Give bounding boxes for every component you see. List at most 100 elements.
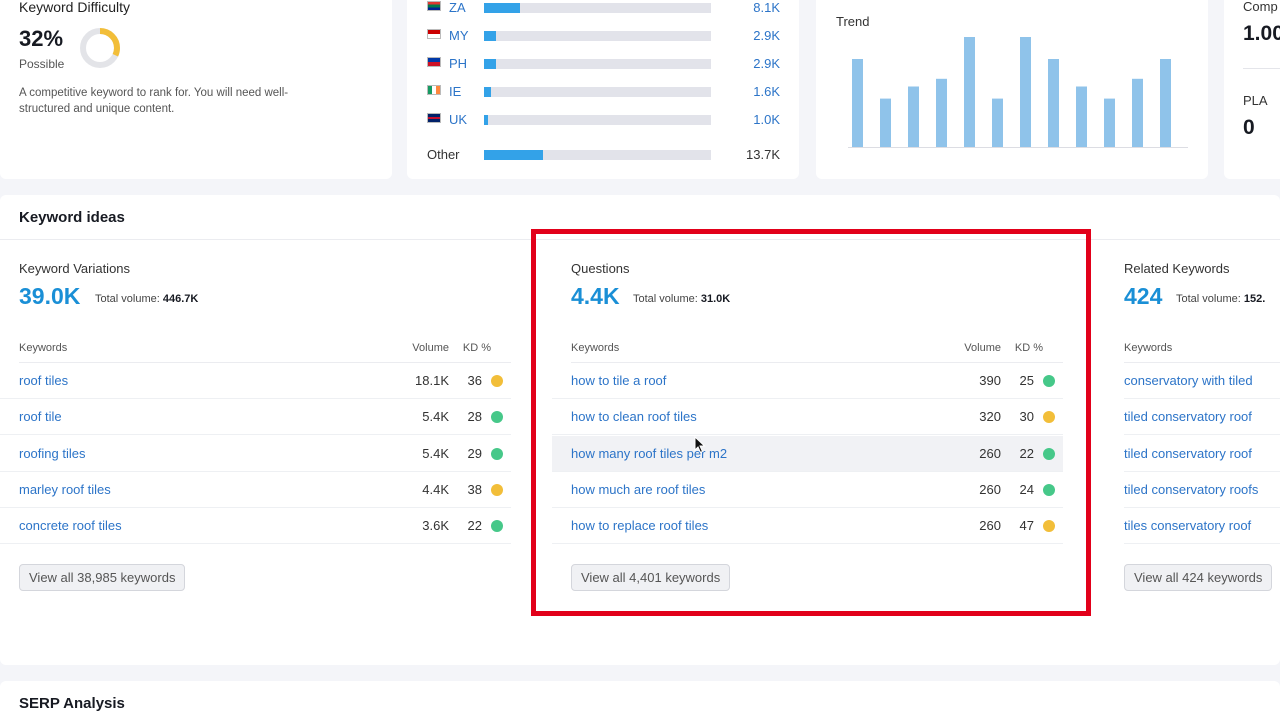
keyword-link[interactable]: roof tile	[19, 409, 62, 425]
country-row: MY 2.9K	[427, 26, 782, 46]
kd-indicator-icon	[1043, 520, 1055, 533]
total-volume-label: Total volume:	[1176, 293, 1241, 305]
keyword-link[interactable]: tiled conservatory roofs	[1124, 481, 1259, 497]
keyword-link[interactable]: how many roof tiles per m2	[571, 445, 728, 461]
flag-za-icon	[427, 1, 441, 11]
keyword-link[interactable]: marley roof tiles	[19, 481, 111, 497]
keyword-difficulty-value: 32%	[19, 26, 64, 51]
country-volume-card: ZA 8.1K MY 2.9K PH 2.9K IE 1.6K UK 1.0K Other 13.7K	[407, 0, 799, 179]
total-volume-value: 446.7K	[162, 293, 199, 305]
keyword-link[interactable]: how to tile a roof	[571, 373, 667, 388]
table-row: how to tile a roof 390 25	[552, 363, 1063, 399]
trend-bar	[936, 78, 947, 147]
keyword-difficulty-title: Keyword Difficulty	[19, 0, 131, 15]
header-kd: KD %	[462, 342, 491, 354]
keyword-kd: 36	[467, 373, 482, 388]
country-volume[interactable]: 8.1K	[753, 0, 780, 15]
country-bar-fill	[484, 115, 488, 125]
trend-bar	[908, 86, 919, 147]
kd-indicator-icon	[491, 483, 503, 496]
country-bar-fill	[484, 3, 521, 13]
keyword-link[interactable]: how to clean roof tiles	[571, 409, 697, 425]
country-bar-fill	[484, 31, 497, 41]
table-row: how to replace roof tiles 260 47	[552, 508, 1063, 545]
header-keywords: Keywords	[1124, 342, 1173, 354]
kd-indicator-icon	[1043, 411, 1055, 424]
column-title: Related Keywords	[1124, 261, 1230, 276]
view-all-related-button[interactable]: View all 424 keywords	[1124, 564, 1273, 591]
trend-bar	[1160, 59, 1171, 147]
table-row: marley roof tiles 4.4K 38	[0, 472, 511, 508]
trend-bar	[1048, 59, 1059, 147]
country-volume[interactable]: 1.0K	[753, 112, 780, 127]
divider	[1243, 68, 1280, 69]
country-code[interactable]: IE	[449, 84, 462, 99]
country-row: UK 1.0K	[427, 110, 782, 130]
keyword-difficulty-description: A competitive keyword to rank for. You w…	[19, 87, 289, 115]
country-code[interactable]: ZA	[449, 0, 466, 15]
view-all-questions-button[interactable]: View all 4,401 keywords	[571, 564, 731, 591]
keyword-kd: 38	[467, 481, 482, 497]
keyword-volume: 5.4K	[422, 409, 449, 425]
country-bar	[484, 31, 711, 41]
keyword-link[interactable]: how to replace roof tiles	[571, 518, 709, 534]
kd-indicator-icon	[1043, 483, 1055, 496]
flag-ph-icon	[427, 57, 441, 67]
trend-bar	[992, 98, 1003, 147]
table-row: tiled conservatory roof	[1124, 436, 1280, 472]
country-bar-fill	[484, 150, 544, 160]
country-bar	[484, 87, 711, 97]
keyword-link[interactable]: tiles conservatory roof	[1124, 518, 1252, 534]
header-volume: Volume	[412, 342, 449, 354]
country-row: IE 1.6K	[427, 82, 782, 102]
table-row: tiles conservatory roof	[1124, 508, 1280, 545]
country-volume[interactable]: 2.9K	[753, 28, 780, 43]
serp-analysis-title: SERP Analysis	[19, 695, 125, 712]
keyword-difficulty-label: Possible	[19, 57, 65, 71]
country-code[interactable]: PH	[449, 56, 468, 71]
column-title: Questions	[571, 261, 630, 276]
table-row: how much are roof tiles 260 24	[552, 472, 1063, 508]
keyword-link[interactable]: roofing tiles	[19, 445, 86, 461]
keyword-link[interactable]: conservatory with tiled	[1124, 373, 1253, 388]
flag-uk-icon	[427, 113, 441, 123]
table-row: tiled conservatory roof	[1124, 399, 1280, 436]
country-volume[interactable]: 1.6K	[753, 84, 780, 99]
table-header: Keywords Volume KD %	[571, 339, 1063, 363]
kd-indicator-icon	[491, 520, 503, 533]
serp-analysis-card: SERP Analysis	[0, 681, 1280, 720]
keyword-link[interactable]: tiled conservatory roof	[1124, 445, 1252, 461]
country-row: PH 2.9K	[427, 54, 782, 74]
country-row: ZA 8.1K	[427, 0, 782, 18]
keyword-link[interactable]: how much are roof tiles	[571, 481, 706, 497]
divider	[0, 239, 1280, 240]
trend-bar	[880, 98, 891, 147]
country-code[interactable]: MY	[449, 28, 469, 43]
questions-count: 4.4K	[571, 283, 620, 309]
trend-chart	[848, 37, 1188, 148]
related-count: 424	[1124, 283, 1163, 309]
keyword-link[interactable]: roof tiles	[19, 373, 69, 388]
related-keywords-column: Related Keywords 424 Total volume: 152. …	[1124, 261, 1280, 601]
table-row: concrete roof tiles 3.6K 22	[0, 508, 511, 545]
keyword-link[interactable]: tiled conservatory roof	[1124, 409, 1252, 425]
view-all-variations-button[interactable]: View all 38,985 keywords	[19, 564, 186, 591]
keyword-link[interactable]: concrete roof tiles	[19, 518, 122, 534]
competition-card: Comp 1.00 PLA 0	[1224, 0, 1280, 179]
keyword-kd: 22	[467, 518, 482, 534]
country-bar	[484, 3, 711, 13]
keyword-kd: 25	[1019, 373, 1034, 388]
country-volume: 13.7K	[746, 147, 780, 162]
keyword-volume: 260	[979, 481, 1001, 497]
country-code: Other	[427, 147, 460, 162]
country-code[interactable]: UK	[449, 112, 468, 127]
country-row: Other 13.7K	[427, 145, 782, 165]
table-header: Keywords	[1124, 339, 1280, 363]
keyword-volume: 18.1K	[415, 373, 449, 388]
country-bar-fill	[484, 87, 491, 97]
column-title: Keyword Variations	[19, 261, 131, 276]
country-volume[interactable]: 2.9K	[753, 56, 780, 71]
mouse-cursor-icon	[694, 436, 706, 454]
total-volume-value: 152.	[1243, 293, 1266, 305]
table-row: roof tiles 18.1K 36	[0, 363, 511, 399]
